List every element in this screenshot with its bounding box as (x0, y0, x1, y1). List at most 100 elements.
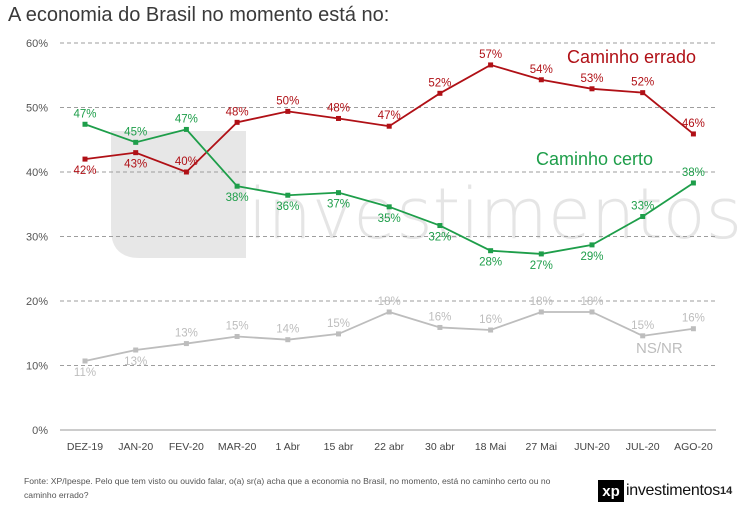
data-point (234, 119, 240, 125)
data-point (386, 309, 392, 315)
series-name-label: Caminho certo (536, 149, 653, 169)
page-title: A economia do Brasil no momento está no: (8, 4, 390, 26)
data-label: 47% (175, 113, 198, 125)
x-tick-label: DEZ-19 (67, 441, 103, 453)
data-label: 16% (479, 314, 502, 326)
data-point (538, 77, 544, 83)
xp-logo: xp investimentos (598, 480, 720, 502)
y-tick-label: 0% (32, 425, 48, 437)
data-point (234, 333, 240, 339)
data-point (437, 324, 443, 330)
logo-mark: xp (598, 480, 624, 502)
data-label: 14% (276, 324, 299, 336)
series-0: 42% 43% 40% 48% 50% 48% 47% 52% 57% 54% 53% 52% 46% (73, 49, 704, 177)
data-point (488, 62, 494, 68)
data-label: 38% (682, 167, 705, 179)
data-label: 52% (428, 77, 451, 89)
x-tick-label: JAN-20 (118, 441, 153, 453)
data-point (589, 242, 595, 248)
data-point (183, 341, 189, 347)
y-tick-label: 10% (26, 361, 48, 373)
data-label: 15% (226, 320, 249, 332)
data-point (133, 347, 139, 353)
logo-text: investimentos (626, 482, 720, 499)
watermark-mark-shape (111, 131, 246, 258)
x-tick-label: 15 abr (324, 441, 354, 453)
data-label: 27% (530, 260, 553, 272)
data-point (488, 327, 494, 333)
data-point (183, 169, 189, 175)
x-tick-label: 22 abr (374, 441, 404, 453)
data-point (234, 183, 240, 189)
data-point (437, 90, 443, 96)
data-point (589, 309, 595, 315)
data-label: 18% (530, 296, 553, 308)
data-label: 37% (327, 199, 350, 211)
data-label: 48% (327, 102, 350, 114)
data-point (640, 90, 646, 96)
x-tick-label: 30 abr (425, 441, 455, 453)
data-label: 46% (682, 118, 705, 130)
data-label: 42% (73, 165, 96, 177)
series-2: 11% 13% 13% 15% 14% 15% 18% 16% 16% 18% 18% 15% 16% (74, 296, 705, 379)
data-label: 35% (378, 213, 401, 225)
data-label: 32% (428, 232, 451, 244)
data-label: 38% (226, 192, 249, 204)
data-point (82, 358, 88, 364)
data-point (133, 150, 139, 156)
data-label: 40% (175, 156, 198, 168)
data-point (82, 121, 88, 127)
data-label: 57% (479, 49, 502, 61)
data-label: 47% (378, 110, 401, 122)
y-tick-label: 30% (26, 232, 48, 244)
data-point (640, 333, 646, 339)
data-label: 15% (327, 318, 350, 330)
x-tick-label: 1 Abr (276, 441, 301, 453)
data-point (183, 126, 189, 132)
data-point (336, 115, 341, 121)
data-label: 33% (631, 201, 654, 213)
data-label: 16% (682, 313, 705, 325)
page-number: 14 (720, 485, 733, 497)
data-point (285, 108, 291, 114)
series-layer: 42%43% 40%48%50%48%47%52%57%54%53% 52%46%4… (73, 49, 704, 379)
data-label: 28% (479, 257, 502, 269)
data-point (538, 309, 544, 315)
data-label: 16% (428, 311, 451, 323)
data-label: 29% (580, 251, 603, 263)
data-point (336, 190, 341, 196)
data-point (488, 248, 494, 254)
line-chart: investimentos 0% 10% 20% 30% 40% 50% 60% DEZ-1… (26, 38, 742, 453)
x-tick-label: JUL-20 (626, 441, 660, 453)
data-label: 48% (226, 106, 249, 118)
data-label: 53% (580, 73, 603, 85)
x-tick-label: MAR-20 (218, 441, 257, 453)
data-label: 45% (124, 126, 147, 138)
x-axis: DEZ-19 JAN-20 FEV-20 MAR-20 1 Abr 15 abr 22 ab… (67, 441, 713, 453)
data-label: 54% (530, 64, 553, 76)
data-point (285, 192, 291, 198)
data-point (386, 204, 392, 210)
data-label: 50% (276, 95, 299, 107)
xp-watermark: investimentos (111, 131, 742, 258)
watermark-text: investimentos (248, 173, 742, 255)
series-names: Caminho errado Caminho certo NS/NR (536, 47, 696, 357)
data-point (336, 331, 341, 337)
y-tick-label: 20% (26, 296, 48, 308)
data-point (133, 139, 139, 145)
data-point (690, 131, 696, 137)
data-label: 52% (631, 77, 654, 89)
data-label: 18% (378, 296, 401, 308)
series-name-label: Caminho errado (567, 47, 696, 67)
x-tick-label: 27 Mai (526, 441, 558, 453)
data-point (640, 214, 646, 220)
data-point (589, 86, 595, 92)
x-tick-label: 18 Mai (475, 441, 507, 453)
data-label: 13% (124, 356, 147, 368)
data-label: 15% (631, 320, 654, 332)
data-label: 13% (175, 328, 198, 340)
data-label: 43% (124, 159, 147, 171)
footnote: Fonte: XP/Ipespe. Pelo que tem visto ou … (24, 476, 551, 500)
data-point (538, 251, 544, 257)
data-label: 36% (276, 201, 299, 213)
